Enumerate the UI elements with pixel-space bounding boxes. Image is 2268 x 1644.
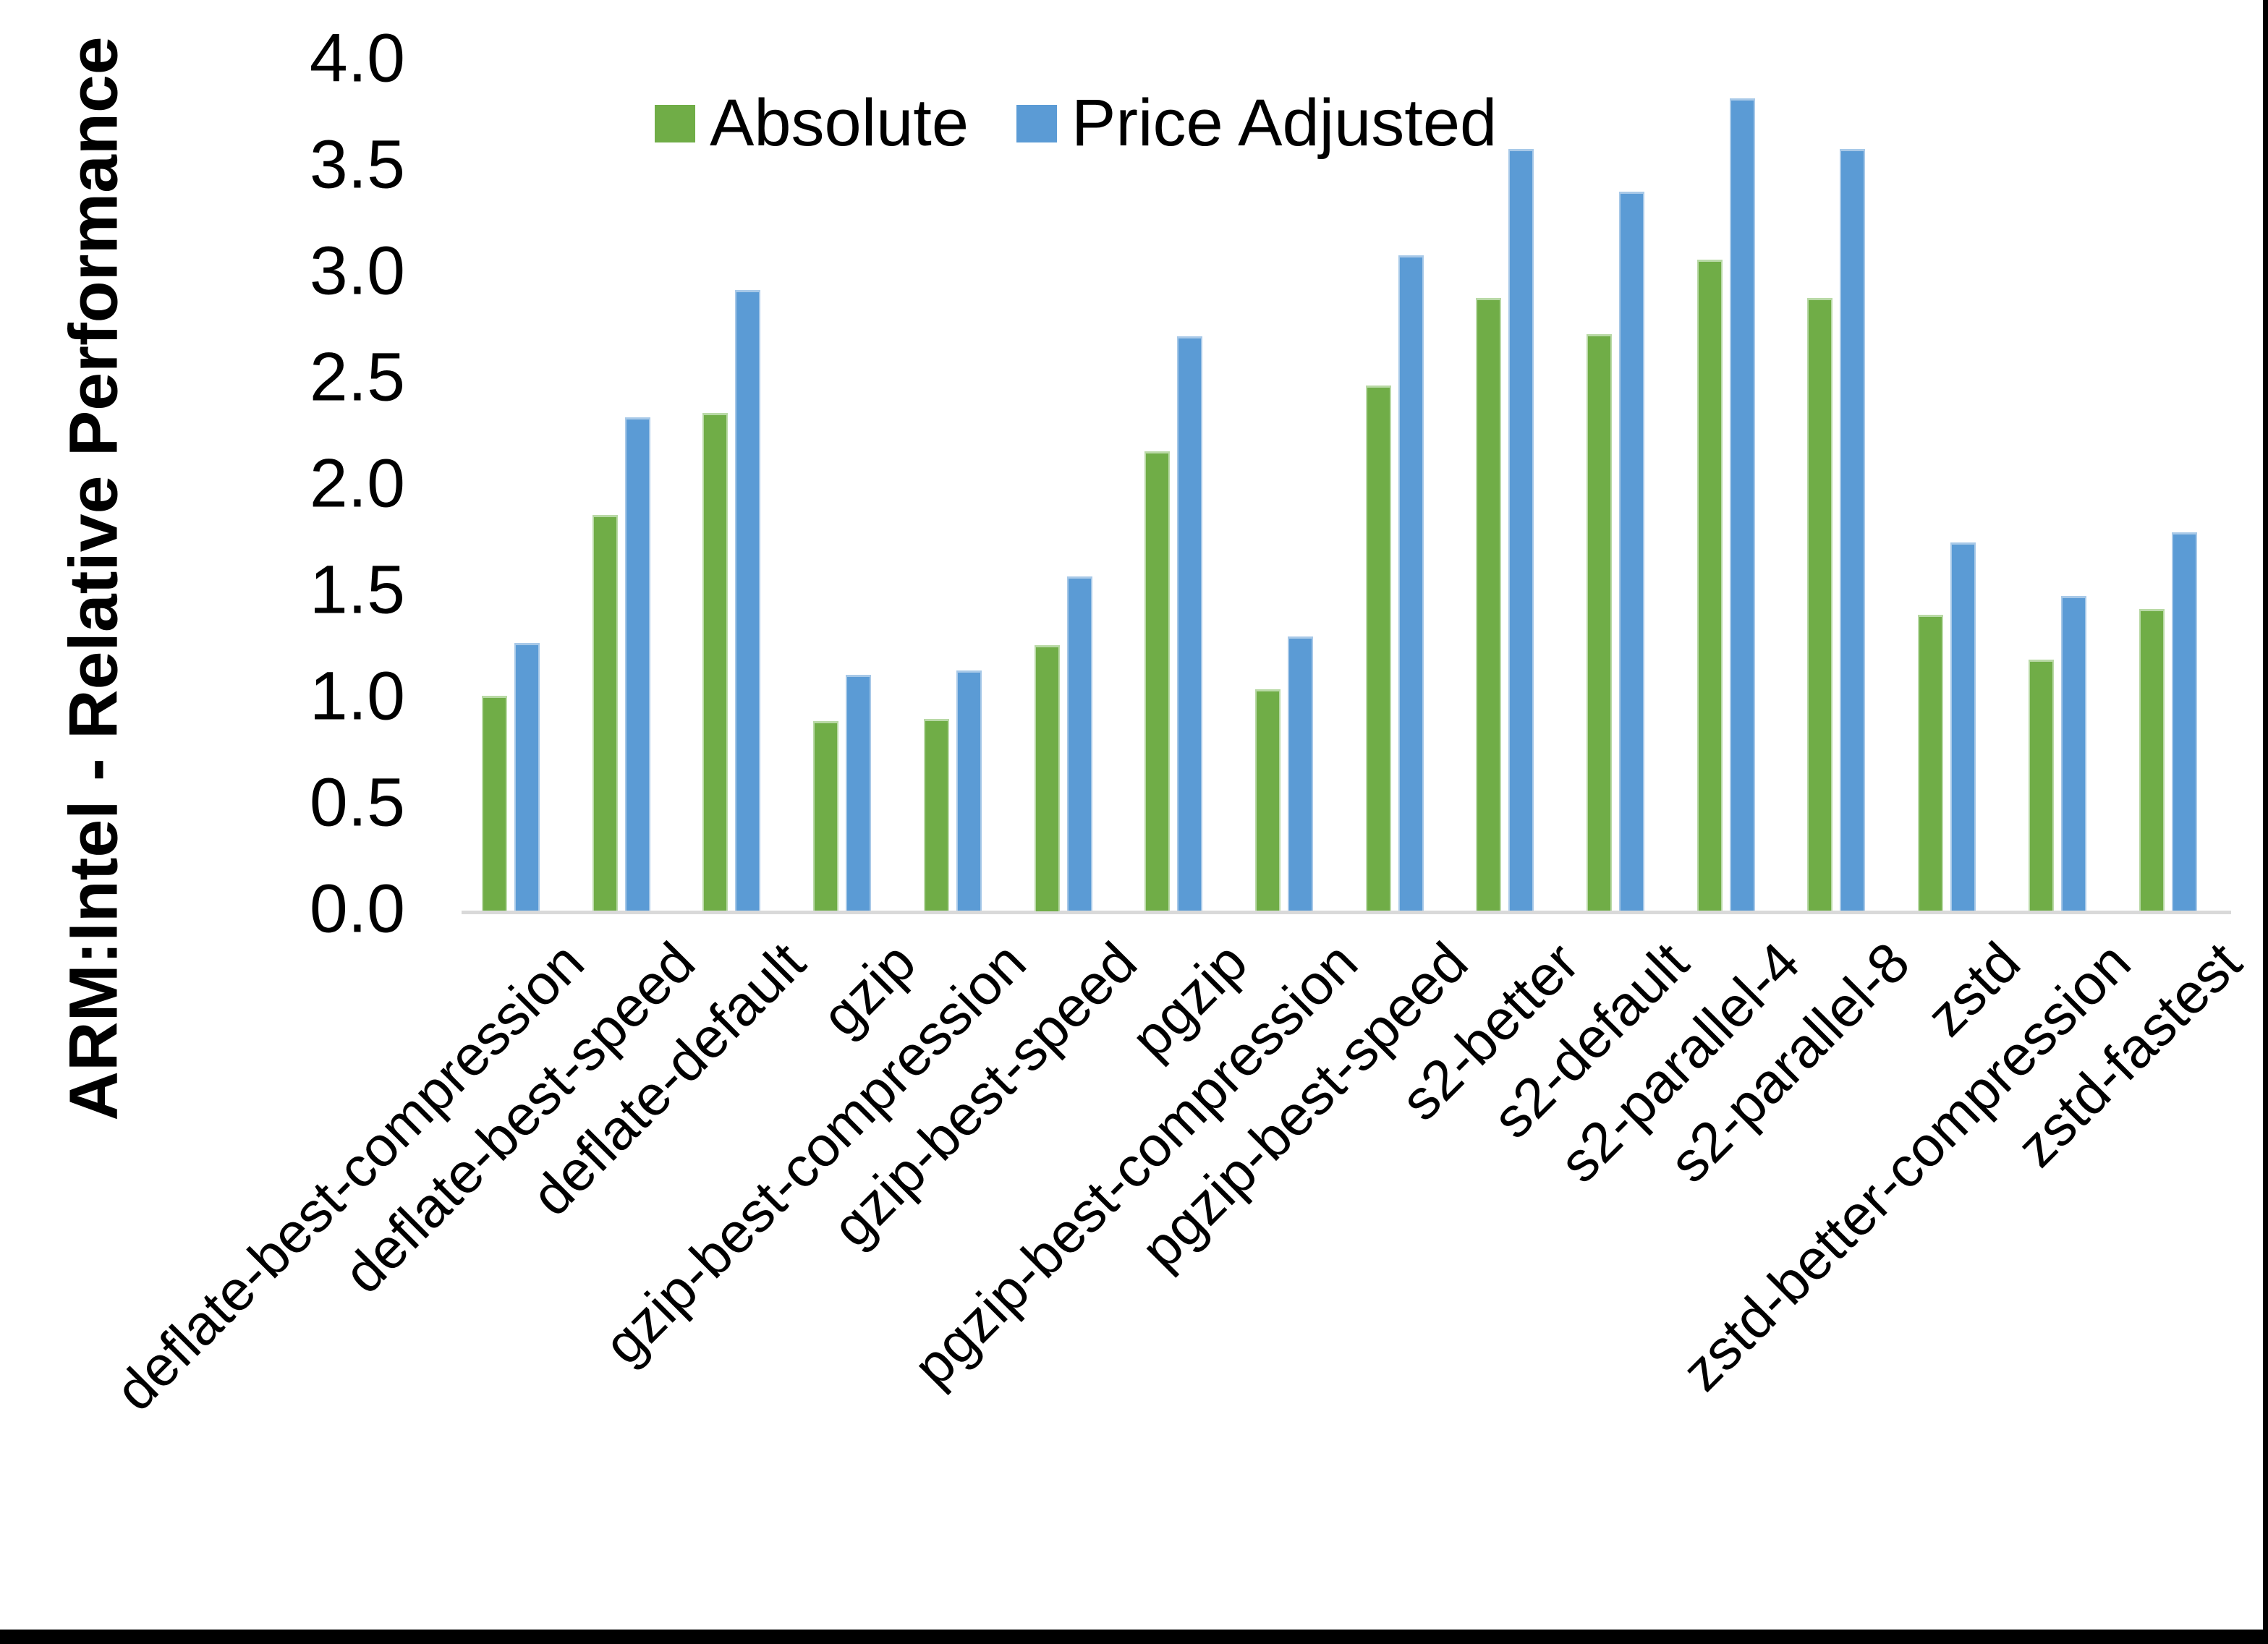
legend-swatch-price-adjusted — [1016, 104, 1058, 142]
bar-absolute-s2-parallel-4 — [1697, 260, 1723, 911]
bar-absolute-zstd — [1918, 615, 1943, 911]
bar-price-adjusted-zstd — [1950, 542, 1976, 911]
bar-absolute-zstd-fastest — [2139, 609, 2165, 911]
bar-absolute-s2-better — [1476, 298, 1501, 911]
y-tick-label: 1.5 — [309, 551, 405, 629]
bar-absolute-gzip-best-speed — [1035, 645, 1060, 911]
bar-price-adjusted-zstd-fastest — [2172, 532, 2197, 911]
y-tick-label: 3.5 — [309, 126, 405, 203]
y-axis-title: ARM:Intel - Relative Performance — [55, 36, 132, 1121]
legend-swatch-absolute — [655, 104, 695, 142]
bar-price-adjusted-pgzip — [1177, 336, 1202, 911]
legend-entry-price-adjusted: Price Adjusted — [1016, 85, 1497, 161]
bar-absolute-deflate-best-speed — [593, 515, 618, 911]
bar-price-adjusted-s2-parallel-4 — [1730, 98, 1755, 911]
bar-absolute-zstd-better-compression — [2029, 660, 2054, 911]
bar-price-adjusted-deflate-best-compression — [514, 643, 540, 911]
bar-absolute-deflate-best-compression — [482, 696, 507, 911]
y-tick-label: 4.0 — [309, 20, 405, 97]
bar-absolute-deflate-default — [702, 413, 728, 911]
legend-label-absolute: Absolute — [710, 86, 969, 160]
bar-absolute-s2-parallel-8 — [1807, 298, 1832, 911]
bar-price-adjusted-s2-default — [1619, 192, 1644, 911]
bar-absolute-gzip — [813, 721, 838, 911]
bar-price-adjusted-gzip-best-compression — [956, 670, 982, 911]
bar-price-adjusted-deflate-default — [735, 290, 760, 911]
figure-bottom-border — [0, 1630, 2268, 1644]
bar-price-adjusted-zstd-better-compression — [2061, 596, 2086, 911]
bar-price-adjusted-gzip — [846, 675, 871, 911]
y-tick-label: 2.5 — [309, 338, 405, 416]
bar-price-adjusted-pgzip-best-speed — [1398, 255, 1424, 911]
bar-price-adjusted-s2-better — [1508, 149, 1534, 911]
figure-right-border — [2263, 0, 2268, 1644]
y-tick-label: 0.5 — [309, 764, 405, 841]
bar-price-adjusted-s2-parallel-8 — [1840, 149, 1865, 911]
legend-label-price-adjusted: Price Adjusted — [1071, 86, 1498, 160]
y-tick-label: 0.0 — [309, 870, 405, 947]
y-tick-label: 3.0 — [309, 232, 405, 310]
x-axis-line — [462, 911, 2231, 914]
bar-absolute-pgzip — [1144, 451, 1170, 911]
legend: Absolute Price Adjusted — [655, 85, 1497, 161]
bar-price-adjusted-deflate-best-speed — [625, 417, 650, 911]
bar-absolute-pgzip-best-compression — [1255, 689, 1280, 911]
y-tick-label: 2.0 — [309, 445, 405, 522]
y-tick-label: 1.0 — [309, 657, 405, 735]
legend-entry-absolute: Absolute — [655, 85, 969, 161]
bar-absolute-gzip-best-compression — [924, 719, 949, 911]
bar-absolute-pgzip-best-speed — [1366, 386, 1391, 911]
bar-price-adjusted-gzip-best-speed — [1067, 576, 1092, 911]
bar-price-adjusted-pgzip-best-compression — [1288, 636, 1313, 911]
bar-absolute-s2-default — [1587, 334, 1612, 911]
